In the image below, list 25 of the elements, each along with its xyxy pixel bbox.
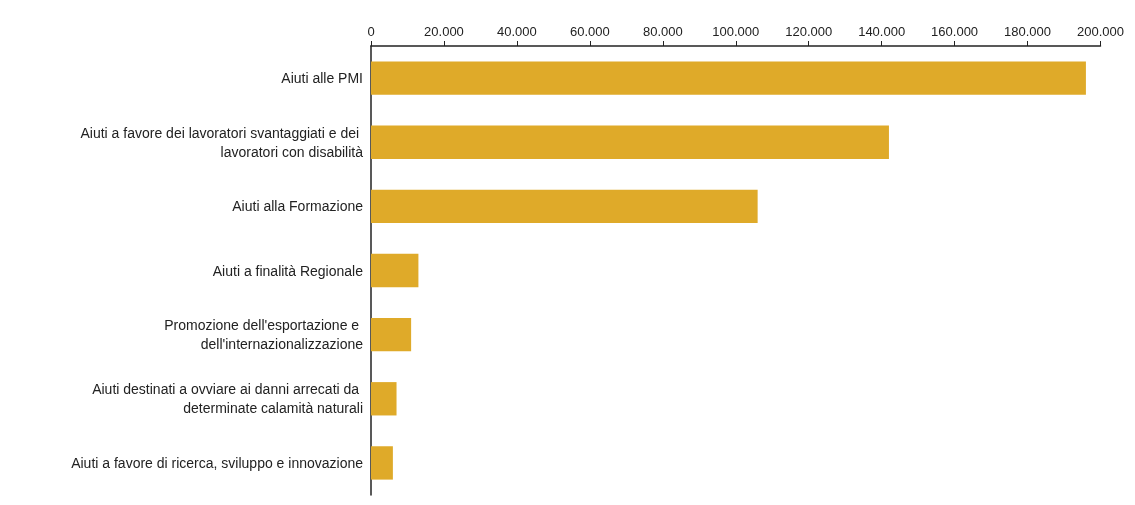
y-tick-label: Aiuti a finalità Regionale [212,262,364,279]
y-tick-label: Aiuti destinati a ovviare ai danni arrecati da determinate calamità naturali [92,381,363,417]
x-tick-label: 180.000 [1004,24,1052,39]
x-tick-label: 100.000 [712,24,760,39]
x-tick-label: 140.000 [858,24,906,39]
x-tick-label: 60.000 [569,24,610,39]
y-tick-label: Promozione dell'esportazione e dell'internazionalizzazione [164,317,364,353]
bar [371,446,393,480]
bar [371,317,412,352]
bar [371,253,419,288]
x-tick-label: 120.000 [785,24,833,39]
y-tick-label: Aiuti alle PMI [281,70,363,87]
x-tick-label: 160.000 [931,24,979,39]
x-tick-label: 20.000 [424,24,464,39]
x-tick-label: 80.000 [642,24,683,39]
bar [371,189,758,224]
bar [371,125,889,159]
y-tick-label: Aiuti a favore dei lavoratori svantaggiati e dei lavoratori con disabilità [80,124,364,160]
y-tick-label: Aiuti alla Formazione [232,198,364,215]
x-tick-label: 0 [367,24,375,39]
x-tick-label: 40.000 [497,24,537,39]
bar [371,382,397,416]
y-tick-label: Aiuti a favore di ricerca, sviluppo e innovazione [71,454,364,471]
x-tick-label: 200.000 [1077,24,1124,39]
bar [371,61,1086,95]
